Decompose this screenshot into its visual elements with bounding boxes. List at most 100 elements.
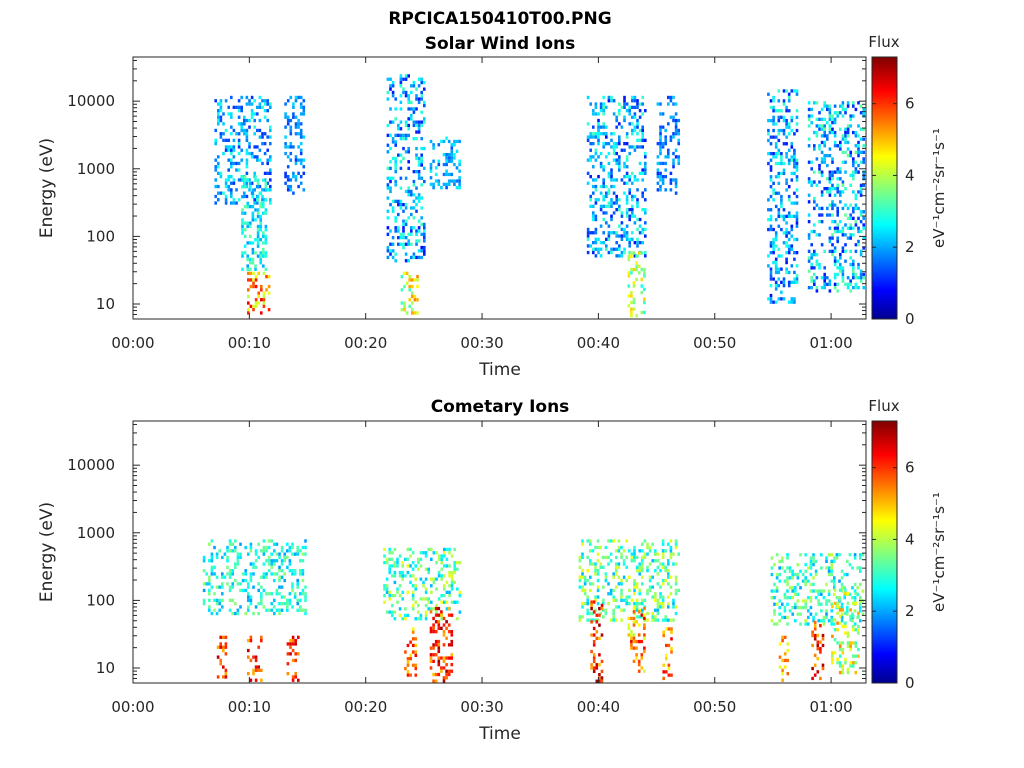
heatmap-cell bbox=[831, 249, 834, 253]
heatmap-cell bbox=[283, 572, 286, 576]
axes: 00:00 00:10 00:20 00:30 00:40 00:50 01:0010100… bbox=[67, 57, 866, 352]
heatmap-cell bbox=[260, 598, 263, 602]
heatmap-cell bbox=[828, 193, 832, 197]
heatmap-cell bbox=[615, 605, 618, 609]
heatmap-cell bbox=[237, 138, 241, 142]
heatmap-cell bbox=[807, 137, 811, 141]
heatmap-cell bbox=[254, 278, 258, 282]
heatmap-cell bbox=[846, 130, 850, 135]
heatmap-cell bbox=[409, 640, 412, 644]
heatmap-cell bbox=[777, 214, 781, 218]
heatmap-cell bbox=[643, 633, 646, 637]
heatmap-cell bbox=[640, 310, 644, 315]
heatmap-cell bbox=[787, 251, 791, 255]
heatmap-cell bbox=[625, 201, 629, 205]
heatmap-cell bbox=[417, 97, 421, 101]
heatmap-cell bbox=[251, 261, 255, 265]
heatmap-cell bbox=[635, 569, 639, 573]
heatmap-cell bbox=[785, 257, 788, 261]
heatmap-cell bbox=[244, 578, 247, 583]
heatmap-cell bbox=[667, 666, 671, 671]
heatmap-cell bbox=[831, 160, 834, 164]
heatmap-cell bbox=[661, 562, 665, 566]
heatmap-cell bbox=[260, 284, 263, 289]
heatmap-cell bbox=[623, 247, 626, 251]
heatmap-cell bbox=[594, 102, 598, 106]
heatmap-cell bbox=[289, 142, 293, 146]
heatmap-cell bbox=[607, 250, 611, 255]
heatmap-cell bbox=[812, 589, 815, 593]
heatmap-cell bbox=[630, 636, 633, 640]
heatmap-cell bbox=[628, 145, 631, 149]
heatmap-cell bbox=[633, 611, 636, 616]
heatmap-cell bbox=[383, 594, 386, 598]
heatmap-cell bbox=[774, 267, 778, 271]
heatmap-cell bbox=[854, 282, 858, 286]
heatmap-cell bbox=[636, 198, 639, 202]
heatmap-cell bbox=[419, 564, 423, 568]
heatmap-cell bbox=[422, 597, 425, 601]
heatmap-cell bbox=[230, 191, 233, 195]
heatmap-cell bbox=[404, 77, 408, 81]
heatmap-cell bbox=[420, 80, 423, 85]
heatmap-cell bbox=[637, 659, 641, 663]
heatmap-cell bbox=[412, 206, 416, 210]
heatmap-cell bbox=[410, 255, 413, 260]
heatmap-cell bbox=[286, 672, 290, 676]
heatmap-cell bbox=[661, 142, 665, 146]
heatmap-cell bbox=[586, 244, 590, 248]
heatmap-cell bbox=[812, 553, 815, 557]
heatmap-cell bbox=[404, 206, 408, 210]
heatmap-cell bbox=[815, 286, 819, 290]
heatmap-cell bbox=[453, 139, 456, 144]
heatmap-cell bbox=[592, 142, 595, 146]
heatmap-cell bbox=[267, 284, 271, 289]
heatmap-cell bbox=[843, 586, 846, 590]
heatmap-cell bbox=[262, 291, 266, 295]
heatmap-cell bbox=[399, 100, 403, 104]
heatmap-cell bbox=[432, 679, 435, 683]
heatmap-cell bbox=[811, 643, 814, 648]
heatmap-cell bbox=[247, 672, 250, 676]
heatmap-cell bbox=[404, 137, 408, 141]
heatmap-cell bbox=[667, 102, 670, 106]
heatmap-cell bbox=[241, 211, 244, 215]
heatmap-cell bbox=[659, 151, 662, 156]
heatmap-cell bbox=[403, 271, 406, 275]
heatmap-cell bbox=[254, 658, 258, 663]
heatmap-cell bbox=[458, 179, 461, 183]
heatmap-cell bbox=[835, 556, 839, 560]
heatmap-cell bbox=[270, 559, 273, 563]
heatmap-cell bbox=[610, 247, 613, 251]
heatmap-cell bbox=[851, 614, 855, 619]
heatmap-cell bbox=[799, 622, 802, 626]
heatmap-cell bbox=[674, 191, 678, 195]
heatmap-cell bbox=[224, 201, 228, 205]
heatmap-cell bbox=[399, 232, 403, 236]
heatmap-cell bbox=[583, 582, 587, 586]
heatmap-cell bbox=[620, 234, 624, 238]
heatmap-cell bbox=[839, 104, 842, 108]
heatmap-cell bbox=[641, 615, 644, 619]
heatmap-cell bbox=[610, 175, 613, 179]
heatmap-cell bbox=[820, 150, 824, 154]
heatmap-cell bbox=[859, 187, 863, 191]
heatmap-cell bbox=[592, 666, 596, 670]
heatmap-cell bbox=[774, 287, 778, 291]
heatmap-cell bbox=[445, 580, 449, 585]
heatmap-cell bbox=[257, 588, 260, 593]
heatmap-cell bbox=[273, 562, 276, 566]
heatmap-cell bbox=[453, 162, 456, 167]
heatmap-cell bbox=[294, 122, 298, 126]
heatmap-cell bbox=[216, 645, 220, 649]
heatmap-cell bbox=[857, 147, 860, 151]
heatmap-cell bbox=[407, 239, 410, 243]
heatmap-cell bbox=[264, 241, 268, 245]
heatmap-cell bbox=[248, 118, 251, 123]
heatmap-cell bbox=[826, 154, 829, 158]
heatmap-cell bbox=[249, 221, 252, 225]
heatmap-cell bbox=[862, 137, 865, 141]
heatmap-cell bbox=[777, 128, 781, 133]
heatmap-cell bbox=[210, 572, 214, 576]
heatmap-cell bbox=[828, 111, 832, 115]
